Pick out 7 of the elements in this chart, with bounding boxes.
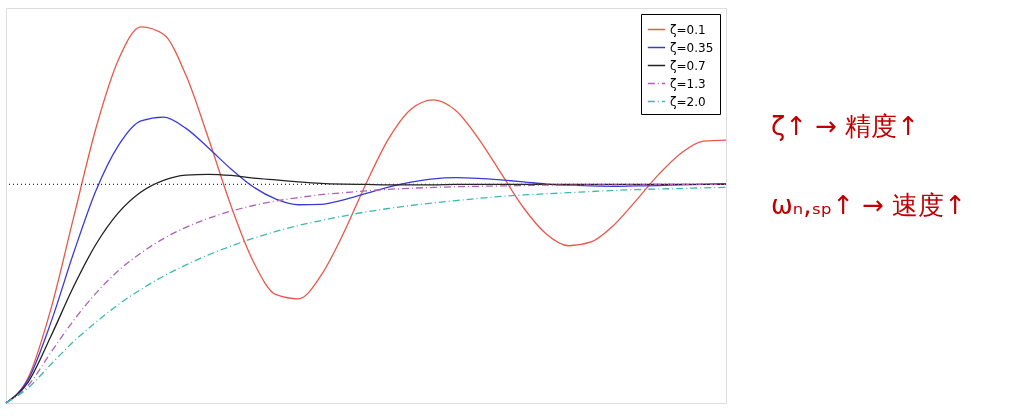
legend-label: ζ=0.7: [670, 58, 706, 73]
legend-label: ζ=1.3: [670, 76, 706, 91]
text: ωₙ,ₛₚ↑ → 速度↑: [771, 189, 967, 220]
text: ζ↑ → 精度↑: [771, 110, 920, 141]
legend-label: ζ=0.1: [670, 22, 706, 37]
legend-label: ζ=0.35: [670, 40, 714, 55]
legend-label: ζ=2.0: [670, 94, 706, 109]
